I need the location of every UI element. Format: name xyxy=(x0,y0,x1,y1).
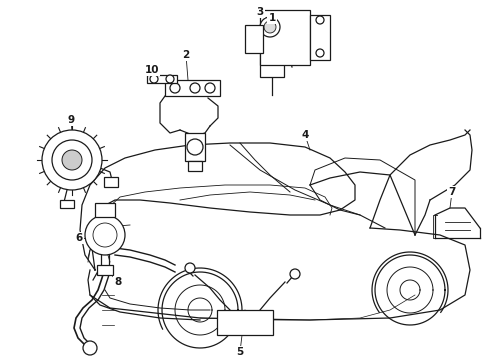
Circle shape xyxy=(316,16,324,24)
Bar xyxy=(185,133,205,161)
Circle shape xyxy=(190,83,200,93)
Text: 5: 5 xyxy=(236,347,244,357)
Circle shape xyxy=(187,139,203,155)
Circle shape xyxy=(52,140,92,180)
Circle shape xyxy=(42,130,102,190)
Circle shape xyxy=(260,17,280,37)
Circle shape xyxy=(85,215,125,255)
Bar xyxy=(147,75,177,83)
Bar xyxy=(188,161,202,171)
Bar xyxy=(95,203,115,217)
Circle shape xyxy=(62,150,82,170)
Text: 8: 8 xyxy=(114,277,122,287)
Bar xyxy=(165,80,220,96)
Circle shape xyxy=(83,341,97,355)
Text: 7: 7 xyxy=(448,187,456,197)
Bar xyxy=(264,35,280,49)
Bar xyxy=(310,15,330,60)
Circle shape xyxy=(150,75,158,83)
Bar xyxy=(217,310,273,335)
Bar xyxy=(260,47,284,77)
Circle shape xyxy=(185,263,195,273)
Bar xyxy=(245,25,263,53)
Text: 9: 9 xyxy=(68,115,74,125)
Bar xyxy=(260,10,310,65)
Bar xyxy=(97,265,113,275)
Circle shape xyxy=(290,269,300,279)
Text: 6: 6 xyxy=(75,233,83,243)
Text: 1: 1 xyxy=(269,13,275,23)
Circle shape xyxy=(166,75,174,83)
Bar xyxy=(104,177,118,187)
Bar xyxy=(60,200,74,208)
Text: 2: 2 xyxy=(182,50,190,60)
Circle shape xyxy=(264,21,276,33)
Text: 4: 4 xyxy=(301,130,309,140)
Text: 3: 3 xyxy=(256,7,264,17)
Circle shape xyxy=(205,83,215,93)
Circle shape xyxy=(93,223,117,247)
Circle shape xyxy=(170,83,180,93)
Text: 10: 10 xyxy=(145,65,159,75)
Circle shape xyxy=(316,49,324,57)
